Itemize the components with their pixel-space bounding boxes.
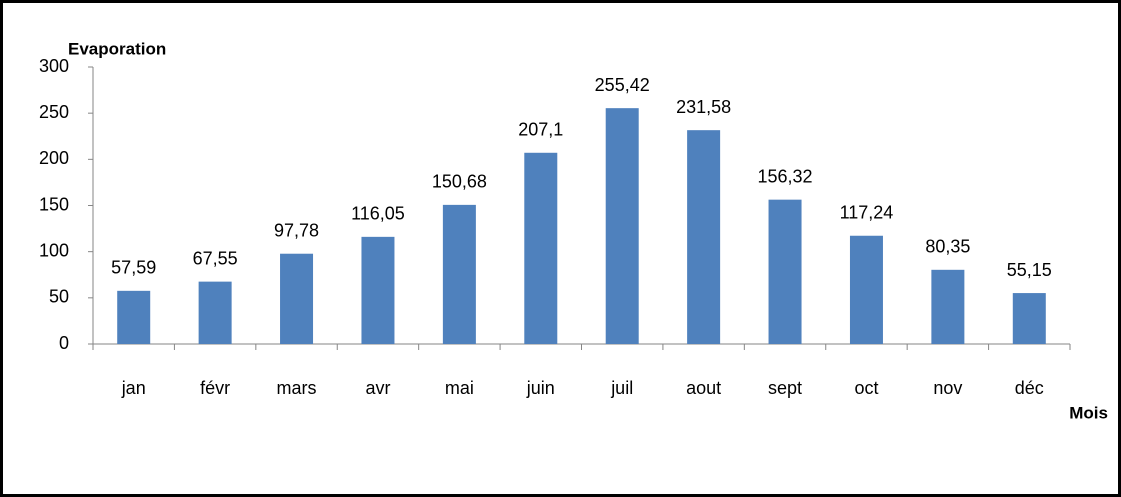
value-label: 117,24 xyxy=(840,202,894,222)
y-axis-label: Evaporation xyxy=(68,39,166,58)
bar xyxy=(605,108,639,344)
y-tick-label: 100 xyxy=(39,240,69,260)
bar xyxy=(768,199,802,344)
x-tick-label: mai xyxy=(445,378,474,398)
x-tick-label: nov xyxy=(933,378,962,398)
y-tick-label: 200 xyxy=(39,148,69,168)
bar xyxy=(524,152,558,344)
x-axis-label: Mois xyxy=(1069,403,1108,422)
x-tick-label: juil xyxy=(610,378,633,398)
value-label: 57,59 xyxy=(111,258,156,278)
bar xyxy=(849,235,883,344)
x-tick-label: févr xyxy=(200,378,230,398)
bar xyxy=(931,269,965,344)
y-tick-label: 250 xyxy=(39,102,69,122)
value-label: 116,05 xyxy=(351,204,405,224)
value-label: 97,78 xyxy=(274,220,319,240)
value-label: 55,15 xyxy=(1007,260,1052,280)
bar xyxy=(1012,293,1046,344)
bar xyxy=(117,290,151,344)
y-tick-label: 300 xyxy=(39,56,69,76)
value-label: 67,55 xyxy=(193,248,238,268)
bar xyxy=(280,253,314,344)
value-label: 150,68 xyxy=(432,172,487,192)
value-label: 156,32 xyxy=(758,166,813,186)
x-tick-label: juin xyxy=(526,378,555,398)
x-tick-label: aout xyxy=(686,378,721,398)
x-tick-label: jan xyxy=(121,378,146,398)
x-tick-label: mars xyxy=(277,378,317,398)
value-label: 207,1 xyxy=(518,120,563,140)
y-tick-label: 0 xyxy=(59,333,69,353)
x-tick-label: oct xyxy=(854,378,878,398)
bar xyxy=(361,236,395,344)
bar xyxy=(198,281,232,344)
x-tick-label: déc xyxy=(1015,378,1044,398)
x-tick-label: avr xyxy=(365,378,390,398)
y-tick-label: 50 xyxy=(49,287,69,307)
y-tick-label: 150 xyxy=(39,194,69,214)
value-label: 80,35 xyxy=(925,237,970,257)
bar xyxy=(687,130,721,344)
value-label: 231,58 xyxy=(676,97,731,117)
bar xyxy=(442,204,476,344)
x-tick-label: sept xyxy=(768,378,802,398)
value-label: 255,42 xyxy=(595,75,650,95)
